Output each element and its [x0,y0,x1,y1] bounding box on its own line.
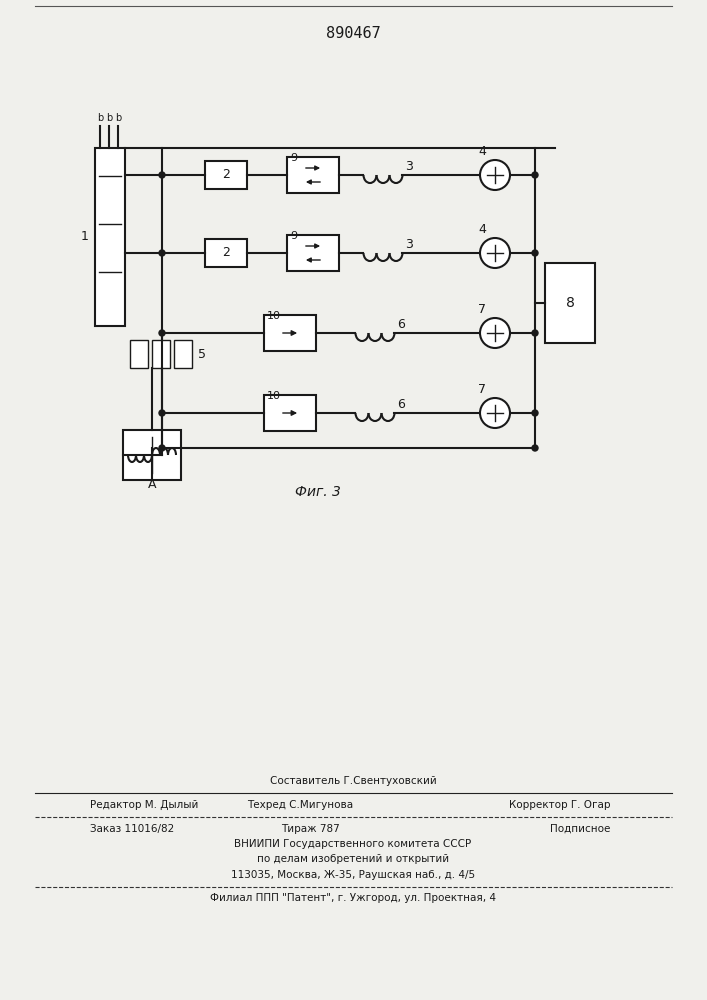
Text: b: b [97,113,103,123]
Bar [287,235,339,271]
Text: 5: 5 [198,348,206,360]
Text: 890467: 890467 [326,25,380,40]
Circle shape [480,160,510,190]
Circle shape [480,318,510,348]
Bar [152,340,170,368]
Text: Филиал ППП "Патент", г. Ужгород, ул. Проектная, 4: Филиал ППП "Патент", г. Ужгород, ул. Про… [210,893,496,903]
Text: 7: 7 [478,383,486,396]
Bar [205,239,247,267]
Text: 1: 1 [81,231,89,243]
Text: b: b [106,113,112,123]
Text: 10: 10 [267,391,281,401]
Text: ВНИИПИ Государственного комитета СССР: ВНИИПИ Государственного комитета СССР [235,839,472,849]
Circle shape [532,250,538,256]
Bar [174,340,192,368]
Text: 10: 10 [267,311,281,321]
Text: Тираж 787: Тираж 787 [281,824,339,834]
Text: 3: 3 [406,160,414,174]
Text: 4: 4 [478,145,486,158]
Circle shape [159,445,165,451]
Text: 2: 2 [222,168,230,182]
Text: 9: 9 [290,153,297,163]
Bar [287,157,339,193]
Text: Составитель Г.Свентуховский: Составитель Г.Свентуховский [269,776,436,786]
Bar [95,148,125,326]
Circle shape [159,330,165,336]
Text: 8: 8 [566,296,574,310]
Circle shape [480,238,510,268]
Text: 9: 9 [290,231,297,241]
Circle shape [532,172,538,178]
Text: b: b [115,113,121,123]
Bar [264,315,316,351]
Bar [545,263,595,343]
Text: 2: 2 [222,246,230,259]
Text: Подписное: Подписное [550,824,610,834]
Text: Корректор Г. Огар: Корректор Г. Огар [509,800,611,810]
Circle shape [532,330,538,336]
Text: 3: 3 [406,238,414,251]
Text: Техред С.Мигунова: Техред С.Мигунова [247,800,353,810]
Text: Заказ 11016/82: Заказ 11016/82 [90,824,174,834]
Text: 113035, Москва, Ж-35, Раушская наб., д. 4/5: 113035, Москва, Ж-35, Раушская наб., д. … [231,870,475,880]
Text: A: A [148,478,156,491]
Circle shape [532,410,538,416]
Bar [205,161,247,189]
Bar [123,430,181,480]
Text: 7: 7 [478,303,486,316]
Circle shape [159,250,165,256]
Text: Фиг. 3: Фиг. 3 [295,485,341,499]
Text: 6: 6 [397,318,405,332]
Bar [264,395,316,431]
Circle shape [532,445,538,451]
Circle shape [480,398,510,428]
Bar [130,340,148,368]
Text: 6: 6 [397,398,405,412]
Circle shape [159,410,165,416]
Text: 4: 4 [478,223,486,236]
Text: по делам изобретений и открытий: по делам изобретений и открытий [257,854,449,864]
Text: Редактор М. Дылый: Редактор М. Дылый [90,800,199,810]
Circle shape [159,172,165,178]
